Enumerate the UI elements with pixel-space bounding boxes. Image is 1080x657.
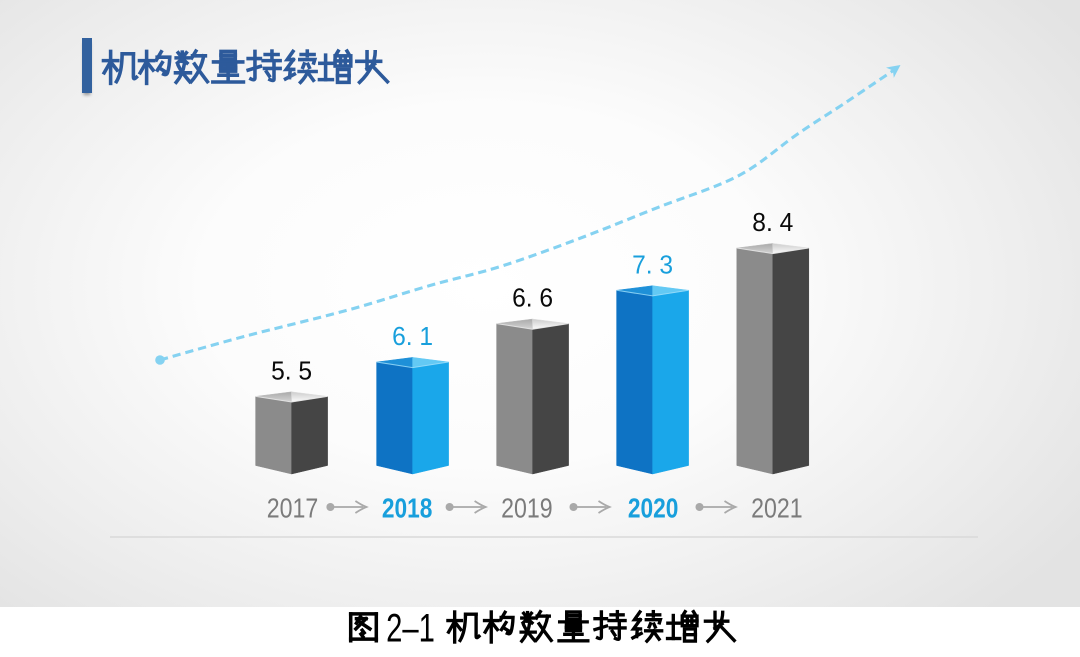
svg-text:6. 6: 6. 6: [512, 283, 553, 313]
svg-text:2017: 2017: [267, 493, 319, 524]
svg-text:5. 5: 5. 5: [271, 356, 312, 386]
svg-text:2018: 2018: [382, 493, 433, 524]
svg-text:7. 3: 7. 3: [632, 249, 673, 279]
svg-text:2020: 2020: [628, 493, 679, 524]
svg-text:2019: 2019: [501, 493, 553, 524]
svg-text:8. 4: 8. 4: [752, 207, 793, 237]
svg-text:2021: 2021: [751, 493, 803, 524]
svg-text:6. 1: 6. 1: [392, 321, 433, 351]
svg-text:2–1: 2–1: [386, 607, 435, 651]
